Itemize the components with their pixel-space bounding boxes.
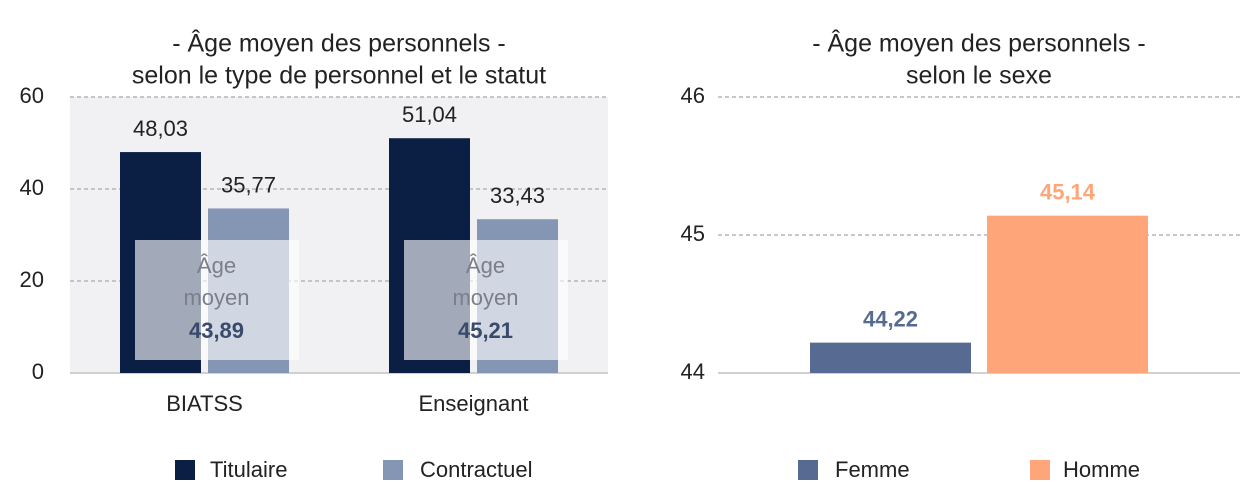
value-label: 35,77 (221, 172, 276, 197)
x-tick-label: Enseignant (418, 391, 528, 416)
annotation-text: Âge moyen (452, 253, 519, 310)
legend-swatch (798, 460, 818, 480)
legend-label: Homme (1063, 457, 1140, 482)
bar (987, 215, 1148, 373)
bar (810, 342, 971, 373)
annotation-value: 45,21 (457, 318, 514, 343)
annotation-box: Âge moyen 45,21 (403, 240, 568, 360)
legend-swatch (175, 460, 195, 480)
y-tick-label: 45 (681, 221, 705, 246)
value-label: 51,04 (402, 102, 457, 127)
annotation-value: 43,89 (188, 318, 245, 343)
legend-label: Contractuel (420, 457, 533, 482)
y-tick-label: 44 (681, 359, 705, 384)
value-label: 45,14 (1040, 179, 1096, 204)
legend-label: Titulaire (210, 457, 287, 482)
value-label: 33,43 (490, 183, 545, 208)
annotation-text: Âge moyen (183, 253, 250, 310)
y-tick-label: 20 (20, 267, 44, 292)
legend-swatch (383, 460, 403, 480)
y-tick-label: 46 (681, 83, 705, 108)
chart-title: selon le sexe (906, 62, 1052, 90)
x-tick-label: BIATSS (166, 391, 243, 416)
y-tick-label: 60 (20, 83, 44, 108)
legend-label: Femme (835, 457, 910, 482)
y-tick-label: 0 (32, 359, 44, 384)
chart-title: - Âge moyen des personnels - (172, 29, 506, 58)
chart-title: selon le type de personnel et le statut (132, 62, 546, 90)
value-label: 44,22 (863, 306, 918, 331)
y-tick-label: 40 (20, 175, 44, 200)
annotation-box: Âge moyen 43,89 (134, 240, 299, 360)
value-label: 48,03 (133, 116, 188, 141)
legend-swatch (1030, 460, 1050, 480)
chart-title: - Âge moyen des personnels - (812, 29, 1146, 58)
